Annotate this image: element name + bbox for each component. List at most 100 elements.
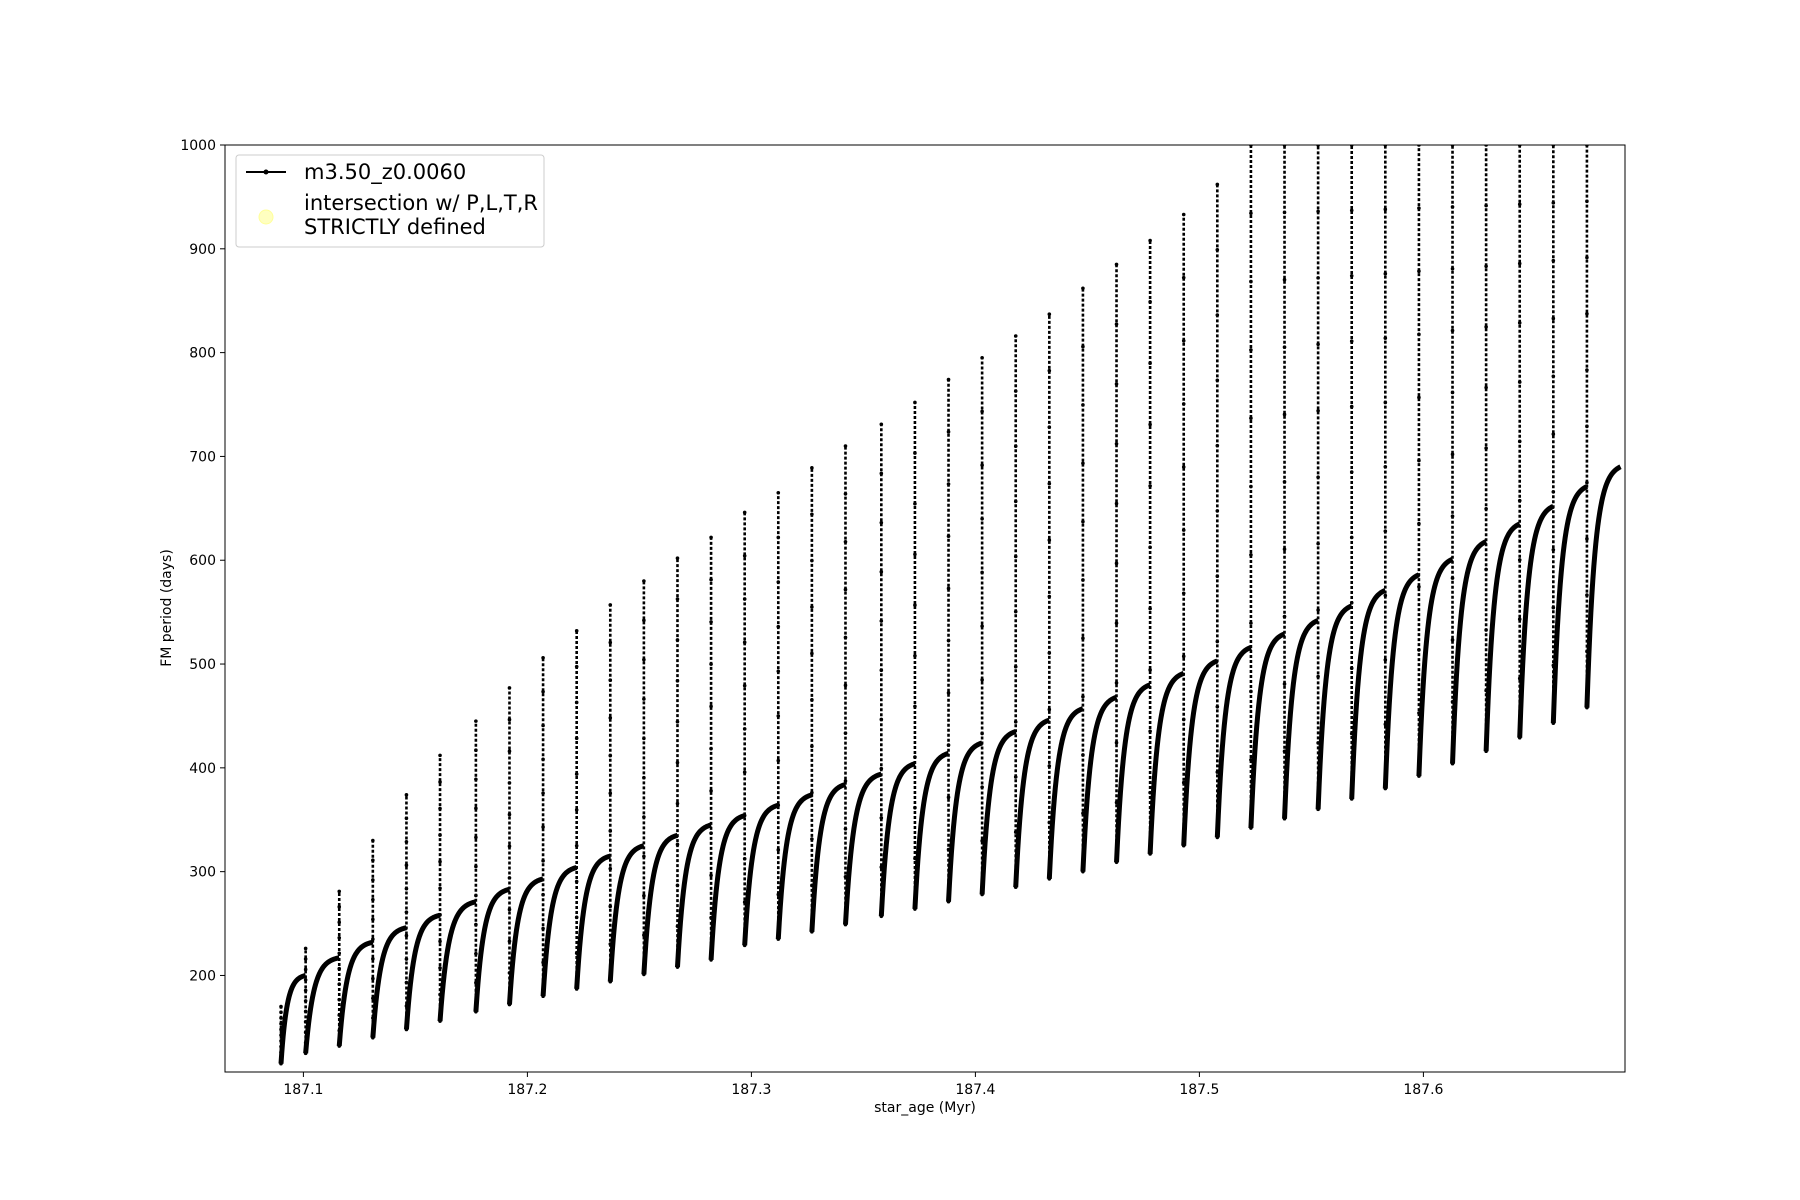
series-point	[371, 1035, 375, 1040]
series-point	[742, 597, 747, 601]
series-point	[1215, 247, 1220, 252]
series-point	[1282, 614, 1287, 619]
series-point	[810, 466, 814, 470]
series-point	[337, 935, 342, 940]
series-point	[574, 664, 579, 669]
series-point	[675, 924, 680, 929]
series-point	[1181, 465, 1186, 469]
series-point	[776, 490, 781, 495]
series-cycle-curve	[1349, 588, 1387, 800]
plot-area	[278, 145, 1623, 1066]
series-point	[541, 960, 545, 965]
series-point	[642, 854, 646, 859]
series-point	[1081, 403, 1085, 407]
series-point	[1249, 211, 1253, 216]
series-point	[980, 356, 984, 360]
series-point	[980, 731, 984, 736]
series-point	[1517, 380, 1522, 384]
series-point	[1551, 432, 1556, 436]
series-cycle-curve	[473, 886, 511, 1012]
series-point	[1181, 654, 1186, 659]
series-point	[1148, 790, 1152, 795]
series-point	[1585, 199, 1589, 204]
series-point	[1517, 439, 1522, 444]
series-point	[709, 958, 713, 962]
series-point	[1585, 424, 1589, 429]
series-point	[810, 698, 814, 702]
series-cycle-curve	[641, 832, 679, 975]
series-point	[303, 1030, 308, 1035]
series-point	[980, 785, 984, 789]
series-point	[1484, 325, 1488, 329]
series-point	[980, 624, 984, 628]
series-point	[776, 758, 781, 763]
series-point	[1282, 345, 1287, 349]
y-tick-label: 800	[189, 346, 216, 362]
legend-frame	[235, 154, 545, 248]
series-point	[507, 717, 512, 722]
series-point	[709, 620, 713, 624]
series-cycle-curve	[1248, 631, 1287, 829]
series-point	[1215, 378, 1220, 383]
series-point	[946, 899, 951, 904]
series-point	[1181, 338, 1186, 343]
series-point	[337, 966, 342, 971]
series-point	[1148, 729, 1152, 734]
series-point	[709, 789, 713, 793]
series-point	[1181, 275, 1186, 280]
series-point	[946, 482, 951, 486]
series-point	[1047, 651, 1052, 655]
series-point	[1013, 499, 1018, 504]
series-point	[1081, 344, 1085, 349]
series-point	[1349, 731, 1354, 736]
series-point	[1349, 535, 1354, 540]
series-point	[1215, 313, 1220, 317]
series-point	[776, 535, 781, 540]
series-point	[1181, 402, 1186, 406]
series-point	[404, 816, 409, 821]
series-cycle-curve	[1080, 694, 1119, 872]
series-point	[507, 812, 512, 817]
series-point	[843, 922, 848, 927]
series-cycle-curve	[1416, 556, 1455, 777]
series-point	[1148, 606, 1152, 611]
series-cycle-curve	[708, 813, 747, 961]
series-point	[1081, 869, 1085, 874]
series-point	[742, 683, 747, 688]
series-point	[843, 587, 848, 592]
series-cycle-curve	[1483, 521, 1522, 752]
series-point	[303, 967, 308, 972]
series-point	[810, 744, 814, 749]
series-point	[371, 976, 375, 981]
y-tick-label: 500	[189, 657, 216, 673]
series-point	[1013, 609, 1018, 614]
series-point	[675, 965, 680, 969]
series-cycle-curve	[574, 853, 612, 990]
series-point	[279, 1050, 283, 1055]
series-point	[1551, 547, 1556, 552]
series-cycle-curve	[278, 973, 308, 1064]
series-point	[1047, 312, 1052, 317]
series-point	[946, 743, 951, 747]
series-point	[1316, 674, 1320, 679]
series-point	[507, 749, 512, 754]
series-cycle-curve	[1181, 658, 1219, 846]
series-point	[742, 640, 747, 645]
x-tick-label: 187.4	[955, 1082, 995, 1098]
series-point	[913, 805, 917, 810]
series-point	[709, 873, 713, 878]
series-point	[1081, 519, 1085, 524]
series-point	[1081, 811, 1085, 816]
series-cycle-curve	[403, 912, 442, 1030]
series-point	[1249, 279, 1253, 284]
series-point	[642, 933, 646, 937]
series-cycle-curve	[1214, 645, 1253, 838]
series-point	[843, 731, 848, 735]
series-point	[474, 777, 478, 782]
series-point	[810, 837, 814, 841]
series-point	[642, 697, 646, 701]
series-point	[1349, 600, 1354, 605]
series-point	[608, 791, 613, 796]
series-point	[1148, 238, 1152, 243]
series-point	[1181, 591, 1186, 596]
